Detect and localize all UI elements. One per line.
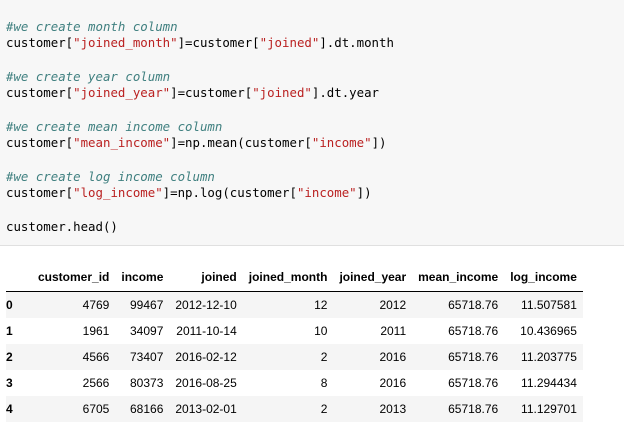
cell-output: customer_id income joined joined_month j… (0, 262, 624, 422)
table-cell: 2012 (379, 298, 407, 312)
column-header: joined_year (333, 262, 413, 292)
code-string: "log_income" (73, 185, 163, 200)
code-comment: #we create year column (6, 69, 171, 84)
code-token: customer[ (6, 135, 74, 150)
code-line-comment: #we create mean income column (6, 119, 624, 135)
table-cell: 2013 (379, 402, 407, 416)
row-index: 3 (6, 376, 13, 390)
code-string: "mean_income" (73, 135, 171, 150)
table-cell: 2011 (380, 324, 407, 338)
code-comment: #we create log income column (6, 169, 215, 184)
code-line: customer["joined_year"]=customer["joined… (6, 85, 624, 101)
code-string: "joined_year" (73, 85, 171, 100)
table-cell: 2013-02-01 (175, 402, 237, 416)
column-header: log_income (504, 262, 583, 292)
column-header: customer_id (32, 262, 116, 292)
code-string: "income" (296, 185, 357, 200)
code-line: customer["joined_month"]=customer["joine… (6, 35, 624, 51)
code-token: customer[ (6, 35, 74, 50)
table-cell: 65718.76 (448, 324, 499, 338)
code-token: customer.head() (6, 219, 118, 234)
table-cell: 2 (320, 402, 328, 416)
code-comment: #we create month column (6, 19, 178, 34)
column-header: joined (169, 262, 243, 292)
table-cell: 11.203775 (521, 350, 577, 364)
table-cell: 65718.76 (448, 350, 499, 364)
table-cell: 65718.76 (448, 298, 499, 312)
table-cell: 2 (320, 350, 328, 364)
table-cell: 2011-10-14 (176, 324, 237, 338)
code-line: customer["mean_income"]=np.mean(customer… (6, 135, 624, 151)
code-line-comment: #we create month column (6, 19, 624, 35)
code-token: ]) (371, 135, 387, 150)
table-cell: 1961 (82, 324, 110, 338)
table-row: 3 2566 80373 2016-08-25 8 2016 65718.76 … (6, 370, 583, 396)
index-header (6, 262, 32, 292)
table-cell: 73407 (130, 350, 164, 364)
code-line-comment: #we create year column (6, 69, 624, 85)
code-token: ]=customer[ (177, 35, 260, 50)
row-index: 0 (6, 298, 13, 312)
code-string: "joined" (259, 35, 320, 50)
table-cell: 2016-08-25 (175, 376, 237, 390)
table-cell: 10.436965 (520, 324, 577, 338)
table-cell: 2566 (82, 376, 110, 390)
row-index: 2 (6, 350, 13, 364)
table-row: 0 4769 99467 2012-12-10 12 2012 65718.76… (6, 291, 583, 318)
table-cell: 11.507581 (521, 298, 577, 312)
code-string: "joined" (252, 85, 312, 100)
table-cell: 2016 (379, 350, 407, 364)
table-cell: 4566 (82, 350, 110, 364)
table-cell: 2012-12-10 (175, 298, 237, 312)
code-token: customer[ (6, 185, 74, 200)
table-cell: 11.129701 (521, 402, 577, 416)
dataframe-table: customer_id income joined joined_month j… (6, 262, 583, 422)
table-cell: 4769 (82, 298, 110, 312)
code-string: "income" (311, 135, 372, 150)
column-header: joined_month (242, 262, 334, 292)
code-token: ]) (356, 185, 372, 200)
table-cell: 65718.76 (448, 402, 499, 416)
table-cell: 2016-02-12 (175, 350, 237, 364)
code-token: ].dt.month (319, 35, 394, 50)
table-cell: 80373 (130, 376, 164, 390)
table-cell: 8 (320, 376, 328, 390)
table-row: 4 6705 68166 2013-02-01 2 2013 65718.76 … (6, 396, 583, 422)
code-token: ]=np.mean(customer[ (170, 135, 312, 150)
table-cell: 2016 (379, 376, 407, 390)
code-token: customer[ (6, 85, 74, 100)
row-index: 4 (6, 402, 13, 416)
column-header: income (115, 262, 170, 292)
table-cell: 99467 (130, 298, 164, 312)
table-row: 1 1961 34097 2011-10-14 10 2011 65718.76… (6, 318, 583, 344)
table-cell: 68166 (130, 402, 164, 416)
table-row: 2 4566 73407 2016-02-12 2 2016 65718.76 … (6, 344, 583, 370)
column-header: mean_income (412, 262, 505, 292)
table-cell: 34097 (130, 324, 164, 338)
code-line: customer["log_income"]=np.log(customer["… (6, 185, 624, 201)
code-token: ].dt.year (311, 85, 380, 100)
table-cell: 12 (314, 298, 328, 312)
code-string: "joined_month" (73, 35, 178, 50)
table-cell: 6705 (82, 402, 110, 416)
table-header-row: customer_id income joined joined_month j… (6, 262, 583, 292)
code-line: customer.head() (6, 219, 624, 235)
row-index: 1 (6, 324, 13, 338)
code-token: ]=customer[ (170, 85, 253, 100)
code-token: ]=np.log(customer[ (162, 185, 297, 200)
code-cell[interactable]: #we create month column customer["joined… (0, 0, 624, 246)
table-cell: 65718.76 (448, 376, 499, 390)
table-cell: 11.294434 (521, 376, 577, 390)
table-cell: 10 (314, 324, 328, 338)
code-line-comment: #we create log income column (6, 169, 624, 185)
code-comment: #we create mean income column (6, 119, 223, 134)
